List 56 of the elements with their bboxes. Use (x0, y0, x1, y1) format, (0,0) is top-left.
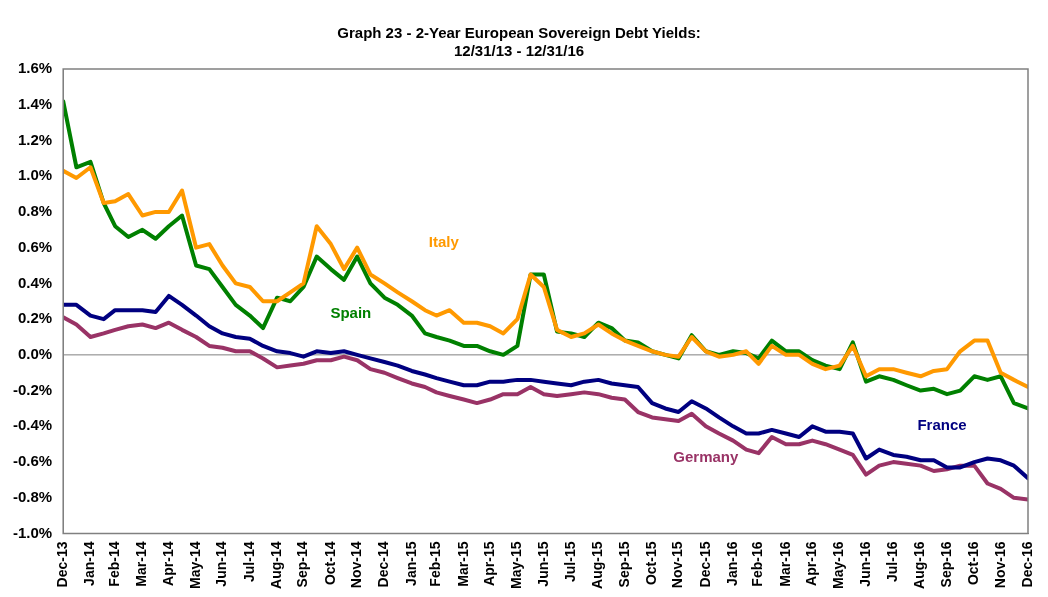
x-tick-label: Mar-15 (454, 541, 471, 587)
x-tick-label: Jul-14 (240, 541, 257, 582)
x-tick-label: Aug-14 (267, 541, 284, 589)
chart-title: Graph 23 - 2-Year European Sovereign Debt Yields: 12/31/13 - 12/31/16 (337, 24, 701, 60)
x-tick-label: May-14 (186, 541, 203, 589)
x-tick-label: Feb-16 (749, 541, 766, 587)
x-tick-label: Nov-16 (991, 541, 1008, 589)
x-tick-label: Oct-16 (965, 541, 982, 586)
x-tick-label: Dec-13 (54, 541, 71, 588)
x-tick-label: Dec-16 (1018, 541, 1035, 588)
x-tick-label: Apr-14 (159, 541, 176, 586)
x-tick-label: Dec-15 (696, 541, 713, 588)
y-tick-label: -0.6% (13, 452, 53, 470)
x-tick-label: Nov-14 (348, 541, 365, 589)
series-label: France (917, 415, 967, 433)
y-tick-label: -0.2% (13, 380, 53, 398)
y-tick-label: 0.8% (17, 202, 53, 220)
x-tick-label: Aug-16 (911, 541, 928, 589)
x-tick-label: Apr-16 (803, 541, 820, 586)
text: Italy (428, 232, 460, 250)
x-tick-label: Jun-14 (213, 541, 230, 587)
x-tick-label: Mar-16 (776, 541, 793, 587)
x-tick-label: Jan-14 (81, 541, 98, 586)
x-tick-label: Sep-15 (615, 541, 632, 588)
y-tick-label: 0.0% (17, 345, 53, 363)
x-tick-label: Jul-16 (884, 541, 901, 582)
x-tick-label: May-15 (508, 541, 525, 589)
x-tick-label: Jan-15 (402, 541, 419, 586)
x-tick-label: Feb-14 (105, 541, 122, 587)
x-tick-label: Oct-15 (642, 541, 659, 586)
x-tick-label: Nov-15 (669, 541, 686, 589)
y-tick-label: 0.4% (17, 273, 53, 291)
x-tick-label: Sep-16 (937, 541, 954, 588)
x-tick-label: Oct-14 (321, 541, 338, 586)
x-tick-label: Jun-15 (534, 541, 551, 587)
y-tick-label: 1.0% (17, 166, 53, 184)
y-tick-label: 1.4% (17, 94, 53, 112)
x-tick-label: Jan-16 (723, 541, 740, 586)
y-tick-label: 1.2% (17, 130, 53, 148)
x-tick-label: Jun-16 (856, 541, 873, 587)
x-tick-label: Aug-15 (589, 541, 606, 589)
x-tick-label: Feb-15 (427, 541, 444, 587)
series-label: Germany (673, 448, 739, 466)
y-tick-label: 0.2% (17, 309, 53, 327)
y-tick-label: -0.8% (13, 487, 53, 505)
y-tick-label: 1.6% (17, 59, 53, 77)
x-tick-label: Sep-14 (294, 541, 311, 588)
x-tick-label: May-16 (830, 541, 847, 589)
x-tick-label: Apr-15 (480, 541, 497, 586)
y-tick-label: -1.0% (13, 523, 53, 541)
x-tick-label: Mar-14 (133, 541, 150, 587)
y-tick-label: -0.4% (13, 416, 53, 434)
x-tick-label: Jul-15 (561, 541, 578, 582)
x-tick-label: Dec-14 (375, 541, 392, 588)
y-tick-label: 0.6% (17, 237, 53, 255)
series-label: Spain (330, 304, 372, 322)
